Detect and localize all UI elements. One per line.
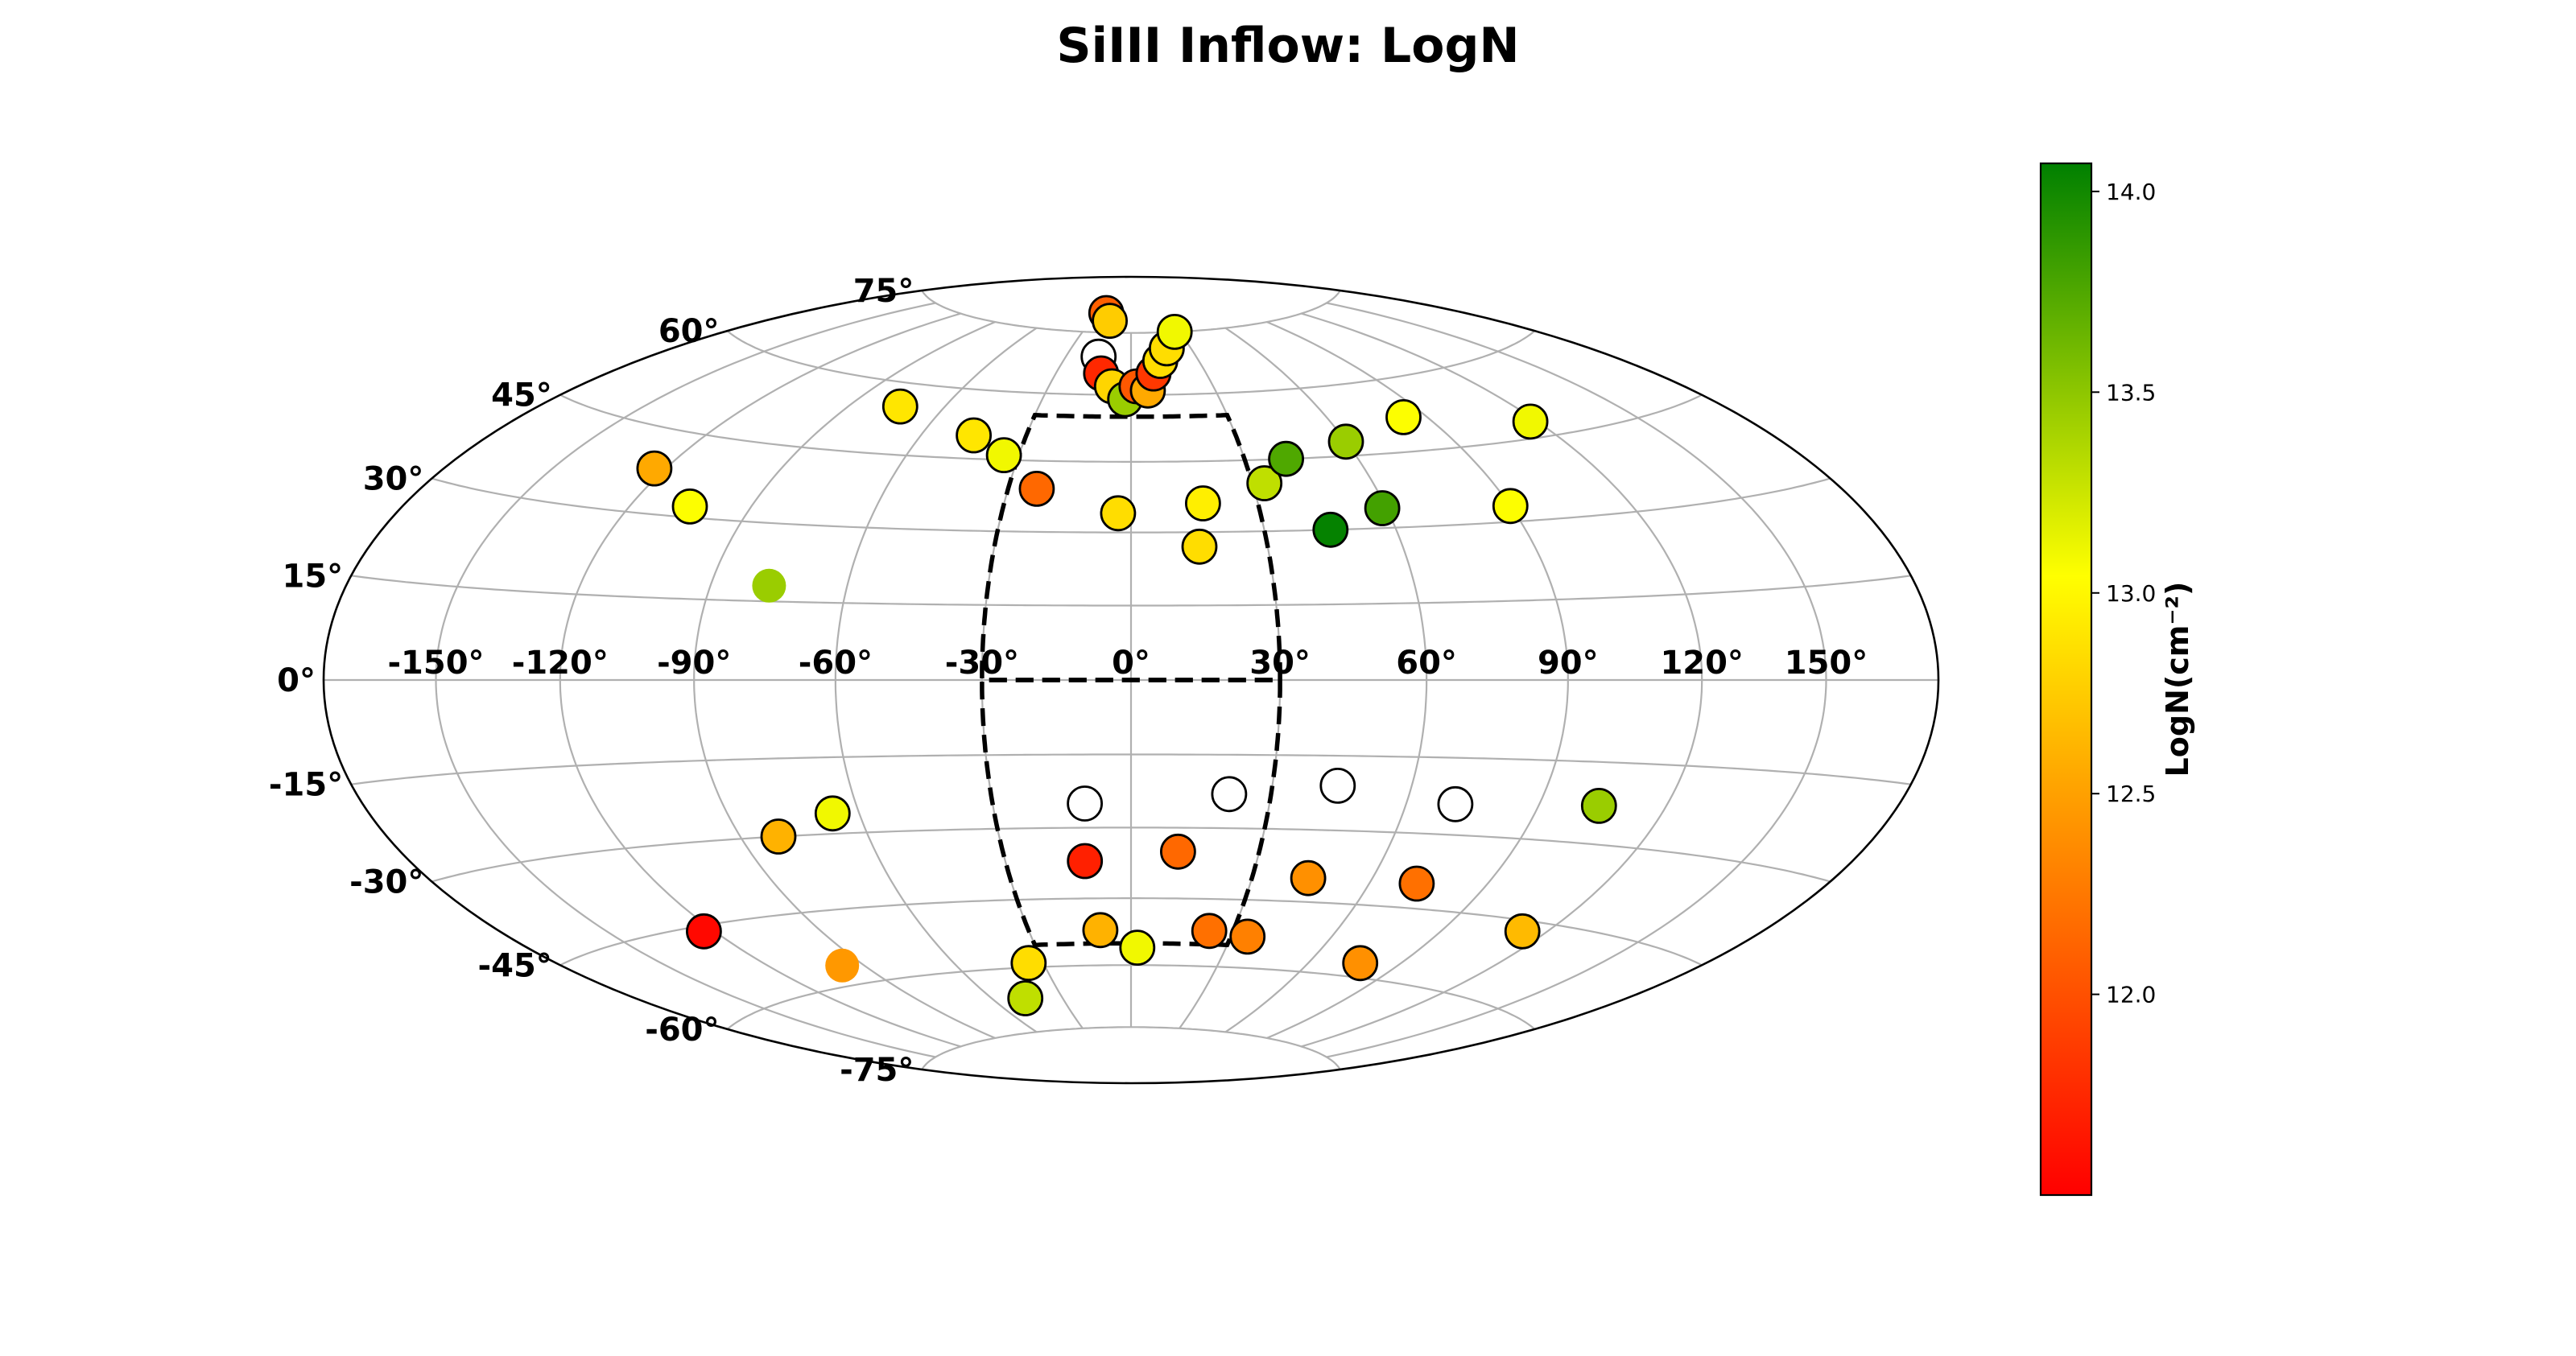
data-point	[1229, 918, 1266, 955]
longitude-tick-labels: -150° -120° -90° -60° -30° 0° 30° 60° 90° 120° 150…	[387, 645, 1868, 682]
data-point	[825, 948, 860, 983]
chart-title: SiIII Inflow: LogN	[1056, 18, 1520, 74]
data-point	[1398, 865, 1435, 902]
data-point	[1312, 511, 1349, 548]
data-point	[1018, 471, 1055, 507]
meridian-gridline	[1326, 302, 1827, 1058]
data-point	[956, 417, 992, 454]
longitude-tick-label: 0°	[1112, 645, 1150, 682]
data-point	[1007, 980, 1044, 1016]
data-point	[1319, 768, 1356, 804]
latitude-tick-label: 30°	[363, 461, 424, 498]
longitude-tick-label: 150°	[1785, 645, 1868, 682]
colorbar-tick-label: 13.5	[2106, 379, 2156, 406]
latitude-tick-label: -75°	[840, 1052, 914, 1089]
data-points	[636, 295, 1617, 1016]
data-point	[1156, 313, 1193, 350]
longitude-tick-label: 30°	[1249, 645, 1311, 682]
data-point	[1082, 912, 1119, 949]
longitude-tick-label: -120°	[512, 645, 609, 682]
data-point	[1010, 945, 1047, 982]
data-point	[671, 488, 708, 525]
data-point	[1100, 495, 1137, 532]
longitude-tick-label: -30°	[945, 645, 1019, 682]
data-point	[1492, 488, 1529, 525]
meridian-gridline	[1266, 321, 1569, 1039]
longitude-tick-label: 60°	[1396, 645, 1457, 682]
colorbar-gradient	[2039, 162, 2093, 1197]
longitude-tick-label: 90°	[1538, 645, 1599, 682]
data-point	[1191, 913, 1228, 950]
colorbar: 12.0 12.5 13.0 13.5 14.0 LogN(cm⁻²)	[2039, 162, 2195, 1197]
data-point	[760, 818, 797, 855]
data-point	[1067, 785, 1103, 822]
data-point	[1119, 929, 1156, 966]
meridian-gridline	[834, 327, 1038, 1033]
longitude-tick-label: 120°	[1660, 645, 1744, 682]
data-point	[814, 795, 851, 832]
longitude-tick-label: -150°	[387, 645, 484, 682]
data-point	[1092, 303, 1128, 340]
latitude-tick-label: -60°	[645, 1012, 719, 1049]
colorbar-tick-label: 12.0	[2106, 982, 2156, 1008]
meridian-gridline	[693, 321, 996, 1039]
latitude-tick-label: -30°	[349, 864, 423, 901]
latitude-tick-label: 0°	[277, 662, 316, 699]
latitude-tick-label: 75°	[853, 273, 914, 310]
data-point	[686, 913, 722, 950]
data-point	[1246, 465, 1283, 501]
colorbar-tick-label: 13.0	[2106, 580, 2156, 607]
avoidance-region-north	[980, 413, 1282, 682]
data-point	[1385, 399, 1422, 435]
data-point	[881, 388, 919, 425]
longitude-tick-label: -60°	[799, 645, 873, 682]
data-point	[1185, 485, 1221, 521]
data-point	[1512, 403, 1549, 440]
colorbar-label: LogN(cm⁻²)	[2160, 582, 2195, 777]
data-point	[985, 437, 1022, 473]
avoidance-region-south	[980, 678, 1282, 947]
data-point	[1067, 843, 1104, 880]
data-point	[1268, 440, 1304, 477]
data-point	[1437, 785, 1474, 822]
latitude-tick-labels: 75° 60° 45° 30° 15° 0° -15° -30° -45° -60° -75°	[269, 273, 914, 1089]
map-boundary	[322, 275, 1940, 1085]
latitude-tick-label: 45°	[491, 377, 552, 414]
data-point	[1211, 776, 1248, 813]
meridian-gridline	[559, 312, 961, 1048]
data-point	[1327, 423, 1364, 460]
latitude-tick-label: -15°	[269, 767, 343, 804]
colorbar-tick-label: 12.5	[2106, 781, 2156, 807]
data-point	[1160, 833, 1196, 870]
data-point	[1580, 788, 1617, 824]
data-point	[752, 568, 786, 603]
latitude-tick-label: -45°	[478, 947, 552, 984]
data-point	[1342, 945, 1379, 982]
data-point	[1181, 528, 1218, 565]
avoidance-region	[980, 413, 1282, 947]
longitude-tick-label: -90°	[657, 645, 731, 682]
latitude-tick-label: 15°	[283, 558, 344, 595]
colorbar-tick-label: 14.0	[2106, 179, 2156, 205]
latitude-tick-label: 60°	[658, 313, 720, 350]
meridian-gridline	[435, 302, 936, 1058]
data-point	[1504, 913, 1541, 950]
data-point	[1364, 490, 1401, 526]
data-point	[636, 450, 673, 487]
data-point	[1290, 859, 1327, 896]
